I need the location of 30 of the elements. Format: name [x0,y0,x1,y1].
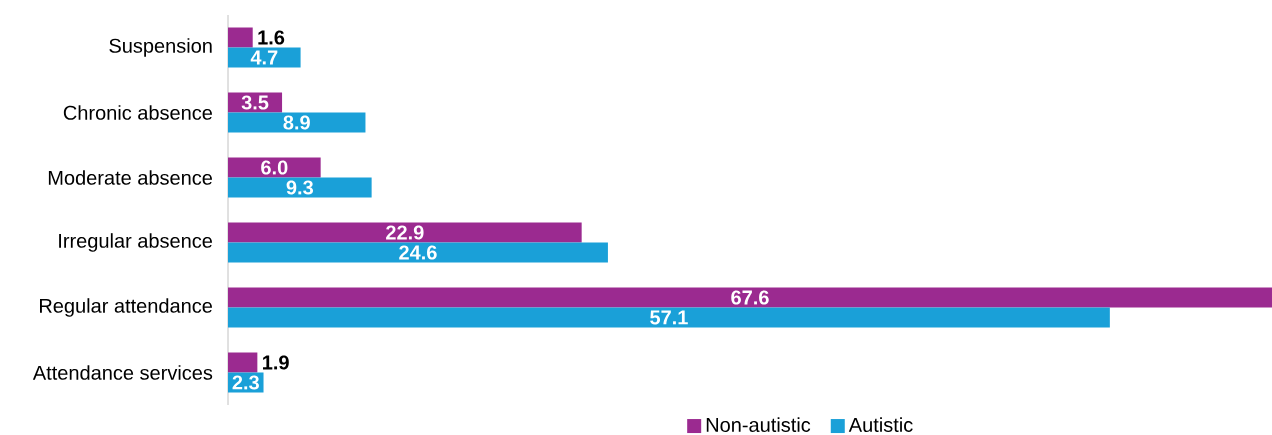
data-label: 4.7 [250,50,278,65]
bar [228,307,1110,328]
bar [228,157,321,178]
y-tick-label: Attendance services [32,365,213,380]
bar [228,47,301,68]
data-label: 3.5 [241,95,269,110]
data-label: 1.6 [258,30,285,45]
data-label: 2.3 [232,375,259,390]
bar [228,242,608,263]
bar [228,27,253,48]
data-label: 8.9 [283,115,310,130]
y-tick-label: Irregular absence [59,233,212,252]
bar [228,177,372,198]
data-label: 6.0 [261,160,288,175]
data-label: 57.1 [650,310,688,325]
bar [228,222,582,243]
data-label: 67.6 [731,290,769,305]
y-tick-label: Moderate absence [48,170,212,185]
legend-label: Non-autistic [706,417,811,432]
y-tick-label: Chronic absence [63,105,212,120]
data-label: 24.6 [399,245,437,260]
bar [228,352,258,373]
data-label: 22.9 [386,225,424,240]
bar [228,287,1272,308]
legend-label: Autistic [848,417,913,432]
data-label: 1.9 [263,355,289,370]
bar [228,112,366,133]
data-label: 9.3 [286,180,314,195]
y-tick-label: Suspension [109,38,212,57]
y-tick-label: Regular attendance [40,298,212,317]
